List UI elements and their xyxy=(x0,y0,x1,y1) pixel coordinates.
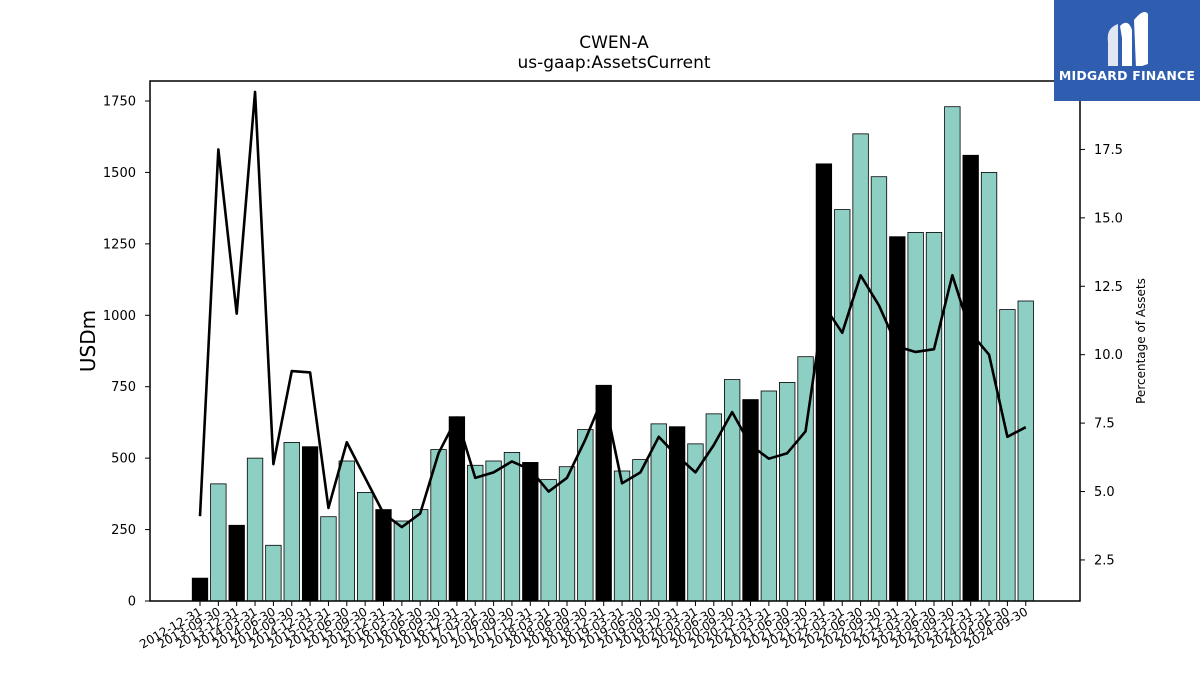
bar xyxy=(356,492,374,602)
chart-title: CWEN-A xyxy=(579,33,649,53)
bar xyxy=(412,509,429,602)
midgard-logo-icon xyxy=(1107,12,1148,66)
brand-name: MIDGARD FINANCE xyxy=(1058,68,1196,83)
percentage-line xyxy=(198,90,1027,529)
bar xyxy=(889,236,906,602)
bar xyxy=(558,466,576,602)
y2-axis-ticks: 2.5 5.0 7.5 10.0 12.5 15.0 17.5 xyxy=(1080,143,1123,568)
bar xyxy=(448,416,466,602)
y2-tick-label: 5.0 xyxy=(1094,485,1115,500)
bar xyxy=(246,457,264,602)
bar xyxy=(925,232,943,602)
y2-tick-label: 12.5 xyxy=(1094,280,1123,295)
bar xyxy=(191,577,209,602)
y-tick-label: 0 xyxy=(128,595,136,610)
y-tick-label: 1750 xyxy=(103,95,136,110)
bar xyxy=(980,172,998,602)
bar xyxy=(962,154,979,602)
bar xyxy=(779,382,796,602)
bar xyxy=(265,544,282,602)
y-tick-label: 1000 xyxy=(103,309,136,324)
bar xyxy=(852,133,869,602)
bar xyxy=(522,462,539,602)
bar xyxy=(393,520,411,602)
bars-group xyxy=(191,106,1034,602)
y2-tick-label: 17.5 xyxy=(1094,143,1123,158)
bar xyxy=(228,524,245,602)
bar xyxy=(944,106,961,602)
y-axis-label: USDm xyxy=(76,310,100,372)
bar xyxy=(705,413,722,602)
plot-frame xyxy=(149,80,1081,602)
chart-subtitle: us-gaap:AssetsCurrent xyxy=(517,53,710,73)
y-tick-label: 250 xyxy=(111,523,136,538)
y-tick-label: 1250 xyxy=(103,237,136,252)
bar xyxy=(613,470,631,602)
y-axis-ticks: 0 250 500 750 1000 1250 1500 1750 xyxy=(103,95,150,610)
bar xyxy=(870,176,888,602)
bar xyxy=(760,390,777,602)
y-tick-label: 1500 xyxy=(103,166,136,181)
bar xyxy=(577,429,594,602)
x-axis-ticks: 2012-12-312013-09-302013-12-312014-03-31… xyxy=(137,601,1030,651)
y2-tick-label: 2.5 xyxy=(1094,553,1115,568)
bar xyxy=(650,423,667,602)
bar xyxy=(320,516,337,602)
bar xyxy=(815,163,833,602)
y2-tick-label: 7.5 xyxy=(1094,417,1115,432)
y2-axis-label: Percentage of Assets xyxy=(1134,278,1148,404)
line-group xyxy=(198,90,1027,529)
bar xyxy=(503,452,521,602)
bar xyxy=(632,459,649,602)
bar xyxy=(375,509,392,602)
y-tick-label: 750 xyxy=(111,380,136,395)
bar xyxy=(742,399,759,602)
bar xyxy=(210,483,227,602)
y2-tick-label: 10.0 xyxy=(1094,348,1123,363)
bar xyxy=(338,460,355,602)
bar xyxy=(999,309,1016,602)
bar xyxy=(467,464,484,602)
y2-tick-label: 15.0 xyxy=(1094,211,1123,226)
y-tick-label: 500 xyxy=(111,452,136,467)
bar xyxy=(283,442,300,602)
brand-logo: MIDGARD FINANCE xyxy=(1054,0,1200,101)
bar xyxy=(540,479,557,602)
bar xyxy=(1017,300,1034,602)
bar xyxy=(668,426,686,602)
bar xyxy=(834,209,851,602)
bar xyxy=(301,446,319,602)
bar xyxy=(485,460,502,602)
bar xyxy=(907,232,924,602)
